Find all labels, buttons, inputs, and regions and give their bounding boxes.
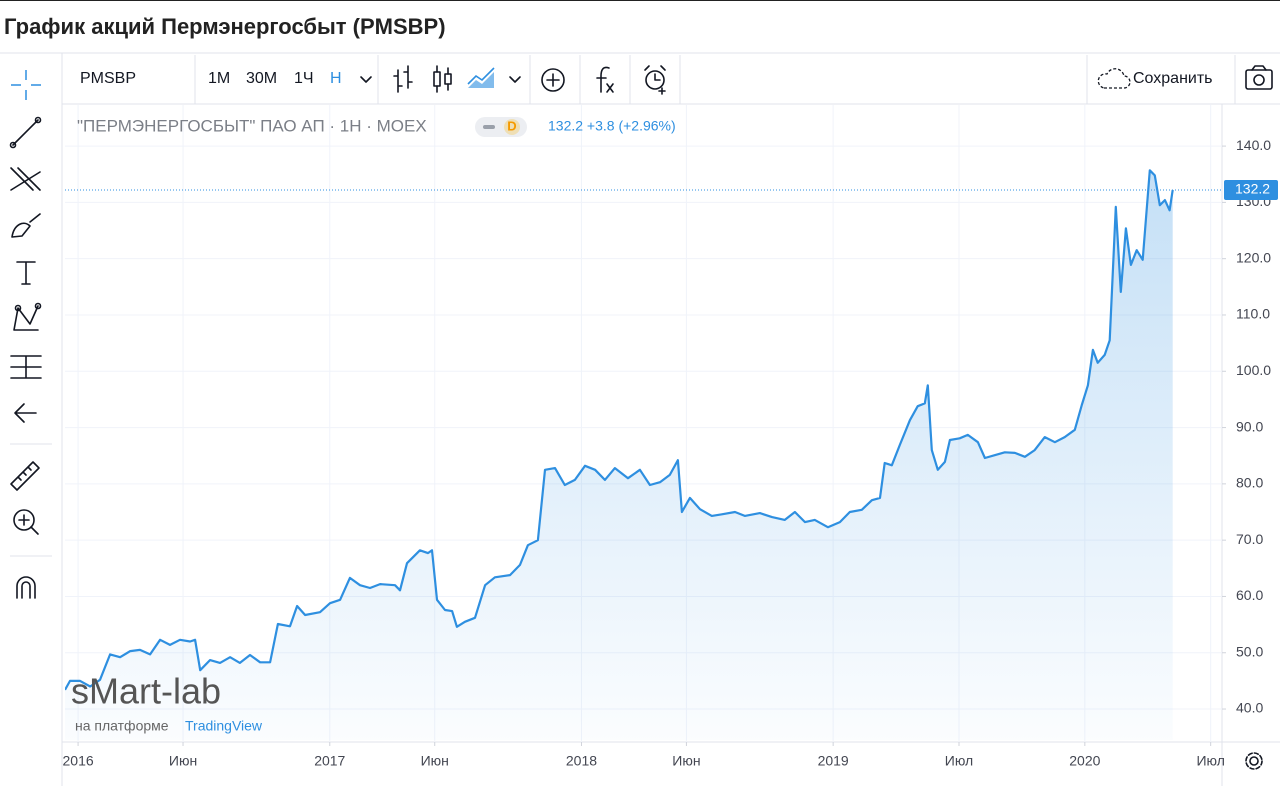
plot (65, 169, 1222, 741)
last-price-label: 132.2 (1235, 181, 1270, 197)
badge-label: D (507, 118, 516, 133)
badge (475, 117, 527, 137)
left-toolbar (9, 53, 63, 786)
indicators[interactable] (596, 66, 614, 93)
x-tick-label: 2018 (566, 753, 597, 769)
fib-tool[interactable] (10, 167, 41, 191)
area-fill (65, 170, 1173, 741)
last-price-box (1224, 180, 1278, 201)
y-tick-label: 110.0 (1236, 306, 1270, 322)
y-tick-label: 60.0 (1236, 587, 1263, 603)
price-line (65, 169, 1174, 691)
dropdown[interactable] (509, 76, 521, 83)
save-icon[interactable] (1097, 68, 1131, 89)
x-tick-label: 2016 (63, 753, 94, 769)
ruler-tool[interactable] (10, 461, 40, 491)
x-tick-label: Июн (169, 753, 197, 769)
prediction-tool[interactable] (10, 355, 42, 379)
interval[interactable]: 30M (246, 70, 277, 87)
top-toolbar: PMSBP 1M 30M 1Ч Н Сохранить (62, 55, 1280, 105)
y-tick-label: 120.0 (1236, 249, 1271, 265)
quote: 132.2 +3.8 (+2.96%) (548, 118, 676, 134)
interval[interactable]: 1M (208, 70, 230, 87)
y-tick-label: 90.0 (1236, 418, 1263, 434)
area-style[interactable] (467, 67, 495, 88)
y-tick-label: 50.0 (1236, 643, 1263, 659)
grid (65, 105, 1222, 742)
x-tick-label: Июл (1196, 753, 1224, 769)
x-tick-label: 2017 (314, 753, 345, 769)
magnet-tool[interactable] (16, 576, 36, 599)
badge-dot (504, 119, 520, 135)
back-tool[interactable] (14, 403, 37, 423)
zoom-tool[interactable] (13, 509, 39, 535)
y-tick-label: 40.0 (1236, 700, 1263, 716)
x-tick-label: 2019 (818, 753, 849, 769)
badge-handle (483, 125, 495, 129)
y-tick-label: 140.0 (1236, 137, 1271, 153)
x-tick-label: Июл (945, 753, 973, 769)
dropdown[interactable] (360, 76, 372, 83)
y-tick-label: 100.0 (1236, 362, 1271, 378)
compare[interactable] (541, 68, 565, 92)
pattern-tool[interactable] (13, 302, 42, 331)
x-tick-label: 2020 (1069, 753, 1100, 769)
watermark-platform: на платформе (75, 718, 169, 734)
series-name: "ПЕРМЭНЕРГОСБЫТ" ПАО АП · 1Н · MOEX (77, 116, 427, 135)
x-tick-label: Июн (672, 753, 700, 769)
interval-active[interactable]: Н (330, 70, 342, 87)
brush-tool[interactable] (11, 213, 41, 238)
alert[interactable] (644, 65, 666, 95)
watermark-provider[interactable]: TradingView (185, 718, 263, 734)
snapshot[interactable] (1245, 65, 1273, 90)
x-tick-label: Июн (421, 753, 449, 769)
line-tool[interactable] (9, 116, 42, 149)
bars-style[interactable] (393, 65, 413, 93)
save-button[interactable]: Сохранить (1133, 70, 1213, 87)
crosshair-tool[interactable] (11, 70, 41, 100)
interval[interactable]: 1Ч (294, 70, 314, 87)
axes: 40.0 50.0 60.0 70.0 80.0 90.0 100.0 110.0 120.0 1… (63, 137, 1278, 769)
y-tick-label: 70.0 (1236, 531, 1263, 547)
page-title: График акций Пермэнергосбыт (PMSBP) (4, 14, 446, 39)
symbol[interactable]: PMSBP (80, 70, 136, 87)
watermark-brand: sMart-lab (71, 671, 221, 712)
settings[interactable] (1245, 752, 1263, 770)
text-tool[interactable] (16, 261, 36, 285)
y-tick-label: 80.0 (1236, 475, 1263, 491)
candles-style[interactable] (433, 65, 452, 93)
